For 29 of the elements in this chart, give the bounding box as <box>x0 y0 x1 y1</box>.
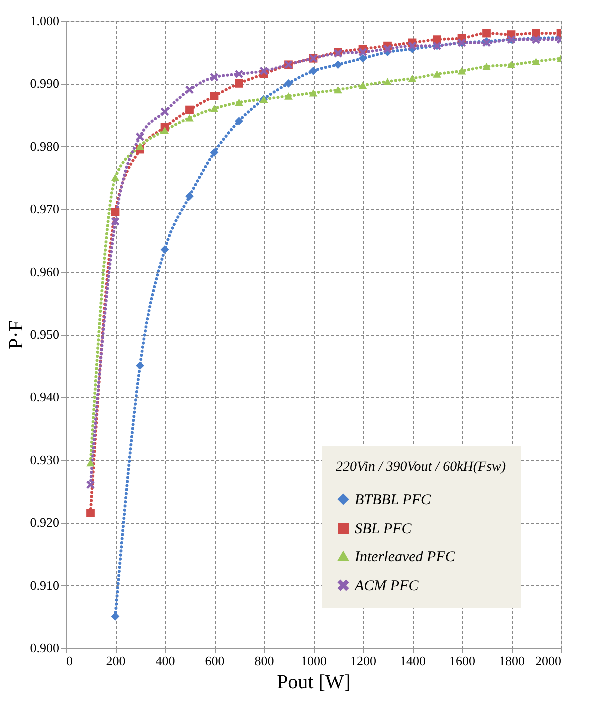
x-tick-label: 400 <box>156 654 176 668</box>
legend-label: SBL PFC <box>355 522 413 538</box>
x-tick-label: 0 <box>66 654 73 668</box>
y-tick-label: 0.980 <box>30 138 60 154</box>
x-tick-label: 200 <box>106 654 126 668</box>
y-axis-title: P·F <box>5 320 28 350</box>
y-tick-label: 0.940 <box>30 390 60 405</box>
y-tick-label: 0.950 <box>30 327 60 342</box>
legend-label: Interleaved PFC <box>354 550 456 566</box>
y-tick-label: 0.990 <box>30 76 60 92</box>
x-axis-title: Pout [W] <box>277 672 351 694</box>
x-tick-label: 600 <box>205 654 225 668</box>
x-tick-label: 1200 <box>350 654 376 668</box>
y-tick-label: 0.960 <box>30 264 60 280</box>
legend-title: 220Vin / 390Vout / 60kH(Fsw) <box>336 460 506 475</box>
legend-label: ACM PFC <box>354 578 420 594</box>
legend-label: BTBBL PFC <box>355 492 432 508</box>
x-tick-label: 800 <box>254 654 274 668</box>
x-tick-label: 1000 <box>301 654 327 668</box>
x-tick-label: 1400 <box>400 654 426 668</box>
y-tick-label: 0.930 <box>30 452 60 468</box>
y-tick-label: 0.970 <box>30 202 60 217</box>
y-tick-label: 0.900 <box>30 640 60 656</box>
y-tick-label: 0.910 <box>30 578 60 593</box>
x-tick-label: 1800 <box>499 654 525 668</box>
x-tick-label: 2000 <box>536 654 562 668</box>
y-tick-label: 1.000 <box>30 14 60 28</box>
y-tick-label: 0.920 <box>30 515 60 530</box>
x-tick-label: 1600 <box>450 654 476 668</box>
